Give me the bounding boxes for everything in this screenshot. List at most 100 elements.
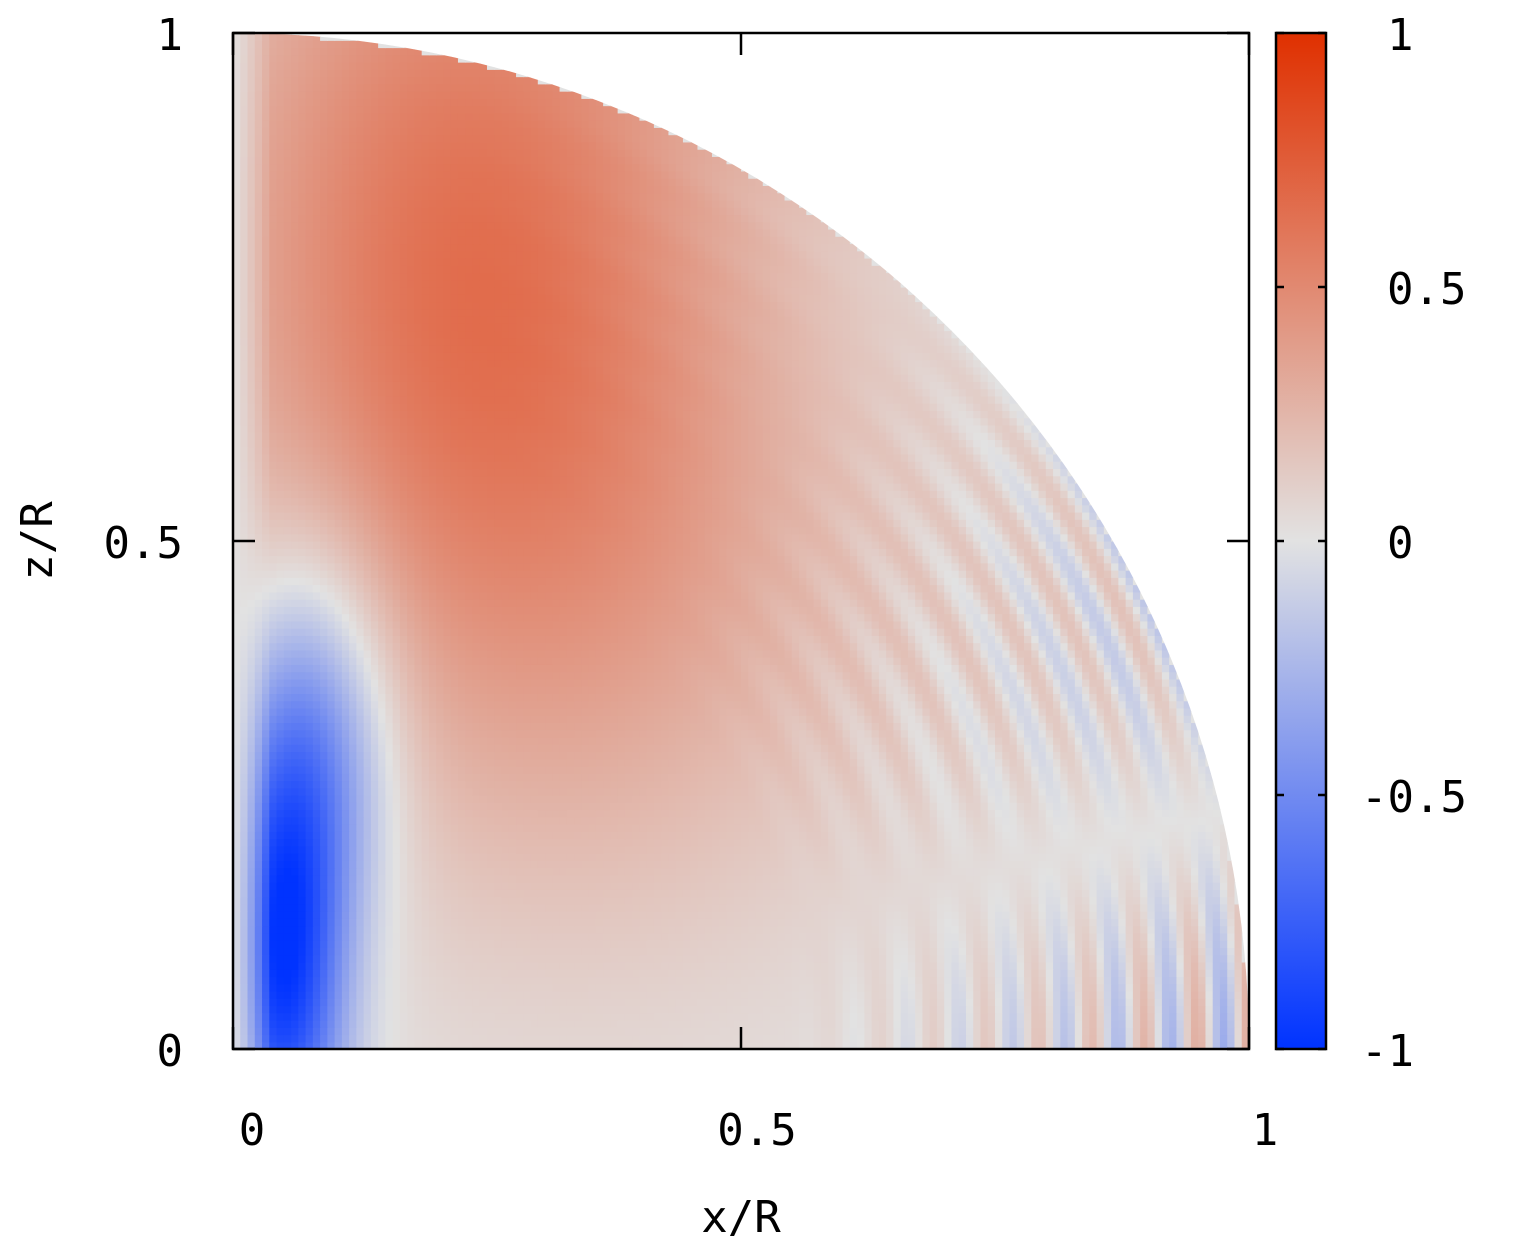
heatmap-cell xyxy=(334,795,343,803)
heatmap-cell xyxy=(653,787,662,796)
heatmap-cell xyxy=(1009,838,1018,847)
heatmap-cell xyxy=(799,860,807,869)
heatmap-cell xyxy=(254,845,263,854)
heatmap-cell xyxy=(240,983,249,992)
heatmap-cell xyxy=(530,824,539,832)
heatmap-cell xyxy=(653,947,662,956)
heatmap-cell xyxy=(653,903,662,912)
heatmap-cell xyxy=(820,809,829,818)
heatmap-cell xyxy=(581,824,590,832)
heatmap-cell xyxy=(799,889,807,898)
heatmap-cell xyxy=(668,983,677,992)
heatmap-cell xyxy=(820,853,829,861)
heatmap-cell xyxy=(1154,824,1163,832)
heatmap-cell xyxy=(995,802,1003,811)
heatmap-cell xyxy=(820,1027,829,1036)
heatmap-cell xyxy=(523,1005,532,1014)
heatmap-cell xyxy=(1132,969,1141,978)
heatmap-cell xyxy=(399,911,408,919)
heatmap-cell xyxy=(588,1012,597,1021)
heatmap-cell xyxy=(1045,1012,1054,1021)
heatmap-cell xyxy=(334,976,343,985)
heatmap-cell xyxy=(980,1012,989,1021)
heatmap-cell xyxy=(399,990,408,999)
heatmap-cell xyxy=(370,903,379,912)
heatmap-cell xyxy=(1082,998,1090,1007)
heatmap-cell xyxy=(516,911,524,919)
heatmap-cell xyxy=(1002,795,1011,803)
heatmap-cell xyxy=(457,1027,466,1036)
heatmap-cell xyxy=(276,1019,285,1028)
heatmap-cell xyxy=(1067,998,1076,1007)
heatmap-cell xyxy=(574,845,582,854)
heatmap-cell xyxy=(240,1027,249,1036)
heatmap-cell xyxy=(704,925,713,934)
heatmap-cell xyxy=(748,954,757,963)
heatmap-cell xyxy=(661,816,670,825)
heatmap-cell xyxy=(980,874,989,883)
heatmap-cell xyxy=(1002,874,1011,883)
heatmap-cell xyxy=(1183,954,1192,963)
heatmap-cell xyxy=(661,961,670,970)
heatmap-cell xyxy=(501,802,510,811)
heatmap-cell xyxy=(1125,809,1134,818)
heatmap-cell xyxy=(1227,889,1236,898)
heatmap-cell xyxy=(1111,903,1119,912)
heatmap-cell xyxy=(363,969,372,978)
heatmap-cell xyxy=(516,1012,524,1021)
heatmap-cell xyxy=(479,787,488,796)
heatmap-cell xyxy=(1074,932,1083,941)
heatmap-cell xyxy=(842,831,851,840)
heatmap-cell xyxy=(973,838,982,847)
heatmap-cell xyxy=(581,1027,590,1036)
heatmap-cell xyxy=(363,838,372,847)
heatmap-cell xyxy=(1009,1019,1018,1028)
heatmap-cell xyxy=(443,860,452,869)
heatmap-cell xyxy=(356,947,365,956)
heatmap-cell xyxy=(262,824,270,832)
heatmap-cell xyxy=(283,853,292,861)
heatmap-cell xyxy=(762,969,771,978)
heatmap-cell xyxy=(537,853,546,861)
heatmap-cell xyxy=(233,940,241,948)
heatmap-cell xyxy=(1074,1012,1083,1021)
heatmap-cell xyxy=(878,947,887,956)
heatmap-cell xyxy=(574,795,582,803)
heatmap-cell xyxy=(1169,932,1178,941)
heatmap-cell xyxy=(312,889,321,898)
heatmap-cell xyxy=(378,809,386,818)
heatmap-cell xyxy=(269,940,278,948)
heatmap-cell xyxy=(987,1019,996,1028)
heatmap-cell xyxy=(566,889,575,898)
heatmap-cell xyxy=(610,998,619,1007)
heatmap-cell xyxy=(1045,787,1054,796)
heatmap-cell xyxy=(719,874,728,883)
heatmap-cell xyxy=(741,911,749,919)
heatmap-cell xyxy=(784,874,793,883)
heatmap-cell xyxy=(1067,918,1076,927)
heatmap-cell xyxy=(668,998,677,1007)
heatmap-cell xyxy=(719,1019,728,1028)
heatmap-cell xyxy=(965,802,974,811)
heatmap-cell xyxy=(356,983,365,992)
heatmap-cell xyxy=(530,961,539,970)
heatmap-cell xyxy=(399,918,408,927)
heatmap-cell xyxy=(980,954,989,963)
heatmap-cell xyxy=(806,1034,815,1043)
heatmap-cell xyxy=(298,918,307,927)
heatmap-cell xyxy=(233,874,241,883)
heatmap-cell xyxy=(820,969,829,978)
heatmap-cell xyxy=(784,860,793,869)
heatmap-cell xyxy=(516,831,524,840)
heatmap-cell xyxy=(421,925,430,934)
heatmap-cell xyxy=(835,990,844,999)
heatmap-cell xyxy=(1060,845,1069,854)
heatmap-cell xyxy=(603,882,611,890)
heatmap-cell xyxy=(479,1019,488,1028)
heatmap-cell xyxy=(1161,932,1170,941)
heatmap-cell xyxy=(1198,838,1207,847)
heatmap-cell xyxy=(414,990,423,999)
heatmap-cell xyxy=(574,831,582,840)
heatmap-cell xyxy=(864,903,873,912)
heatmap-cell xyxy=(675,853,684,861)
